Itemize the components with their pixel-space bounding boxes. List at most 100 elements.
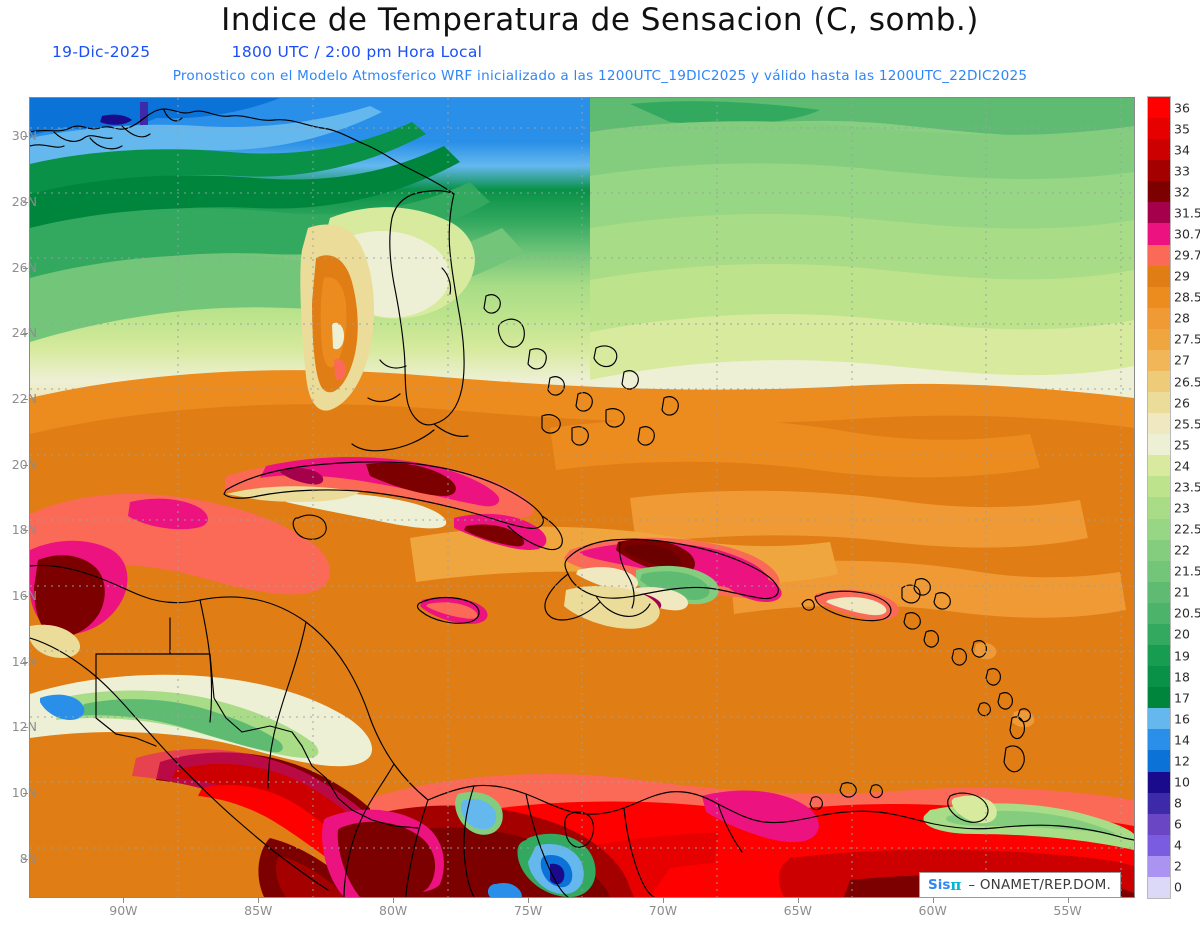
colorbar-tick-label: 24 — [1174, 458, 1190, 474]
colorbar-swatch: 0 — [1148, 876, 1182, 898]
longitude-tick-label: 60W — [918, 903, 947, 918]
longitude-tick-mark — [528, 898, 530, 903]
colorbar-swatch: 28.5 — [1148, 286, 1200, 308]
colorbar-swatch: 33 — [1148, 160, 1190, 182]
colorbar-tick-label: 14 — [1174, 732, 1190, 748]
pi-glyph-icon: π — [950, 876, 962, 894]
colorbar-swatch: 18 — [1148, 666, 1190, 688]
latitude-tick-label: 30N — [11, 128, 37, 144]
longitude-tick-mark — [258, 898, 260, 903]
longitude-tick-label: 70W — [648, 903, 678, 918]
colorbar-tick-label: 4 — [1174, 837, 1182, 853]
colorbar-tick-label: 32 — [1174, 184, 1190, 200]
colorbar-swatch: 28 — [1148, 307, 1190, 329]
colorbar-swatch: 20 — [1148, 623, 1190, 646]
colorbar-tick-label: 6 — [1174, 816, 1182, 832]
colorbar-swatch: 26 — [1148, 392, 1190, 414]
latitude-tick-label: 18N — [11, 522, 37, 538]
colorbar-swatch: 24 — [1148, 455, 1190, 477]
latitude-tick-mark — [23, 661, 28, 663]
longitude-tick-mark — [932, 898, 934, 903]
colorbar-swatch: 19 — [1148, 645, 1190, 667]
longitude-tick-label: 90W — [109, 903, 138, 918]
latitude-tick-mark — [23, 858, 28, 860]
page-title: Indice de Temperatura de Sensacion (C, s… — [221, 2, 979, 38]
colorbar-tick-label: 20 — [1174, 626, 1190, 642]
colorbar: 36 35 34 33 32 31.5 30.7 29.7 29 28.5 28 27.5 27 26.5… — [1148, 97, 1200, 898]
colorbar-swatch: 23.5 — [1148, 476, 1200, 498]
colorbar-tick-label: 21 — [1174, 584, 1190, 600]
colorbar-tick-label: 30.7 — [1174, 226, 1200, 242]
longitude-tick-mark — [393, 898, 395, 903]
colorbar-swatch: 4 — [1148, 834, 1182, 856]
longitude-tick-label: 65W — [783, 903, 812, 918]
colorbar-tick-label: 2 — [1174, 858, 1182, 874]
longitude-tick-mark — [123, 898, 125, 903]
longitude-tick-label: 55W — [1053, 903, 1082, 918]
forecast-utc-time: 1800 UTC / 2:00 pm Hora Local — [231, 43, 483, 61]
colorbar-swatch: 26.5 — [1148, 371, 1200, 393]
longitude-tick-mark — [797, 898, 799, 903]
watermark-badge: Sis π – ONAMET/REP.DOM. — [919, 872, 1121, 898]
colorbar-tick-label: 20.5 — [1174, 605, 1200, 621]
colorbar-tick-label: 19 — [1174, 648, 1190, 664]
latitude-tick-mark — [23, 595, 28, 597]
colorbar-tick-label: 29 — [1174, 268, 1190, 284]
colorbar-tick-label: 0 — [1174, 879, 1182, 895]
latitude-tick-mark — [23, 792, 28, 794]
colorbar-tick-label: 12 — [1174, 753, 1190, 769]
colorbar-swatch: 25.5 — [1148, 413, 1200, 435]
latitude-tick-mark — [23, 267, 28, 269]
latitude-tick-mark — [23, 202, 28, 204]
colorbar-swatch: 29 — [1148, 265, 1190, 287]
colorbar-swatch: 6 — [1148, 813, 1182, 835]
colorbar-swatch: 36 — [1148, 97, 1190, 119]
forecast-time-line: 19-Dic-2025 1800 UTC / 2:00 pm Hora Loca… — [52, 43, 1112, 61]
colorbar-tick-label: 25 — [1174, 437, 1190, 453]
colorbar-tick-label: 8 — [1174, 795, 1182, 811]
colorbar-tick-label: 23.5 — [1174, 479, 1200, 495]
colorbar-swatch: 35 — [1148, 118, 1190, 140]
latitude-tick-label: 8N — [19, 850, 37, 866]
latitude-tick-label: 28N — [11, 194, 37, 210]
colorbar-tick-label: 18 — [1174, 669, 1190, 685]
colorbar-swatch: 31.5 — [1148, 202, 1200, 224]
colorbar-tick-label: 27 — [1174, 352, 1190, 368]
longitude-tick-label: 85W — [244, 903, 273, 918]
colorbar-swatch: 23 — [1148, 497, 1190, 519]
colorbar-tick-label: 23 — [1174, 500, 1190, 516]
colorbar-tick-label: 21.5 — [1174, 563, 1200, 579]
colorbar-swatch: 32 — [1148, 181, 1190, 203]
latitude-tick-label: 26N — [11, 259, 37, 275]
colorbar-swatch: 27.5 — [1148, 328, 1200, 350]
map-canvas[interactable] — [29, 97, 1135, 898]
colorbar-tick-label: 10 — [1174, 774, 1190, 790]
colorbar-swatch: 34 — [1148, 139, 1190, 161]
colorbar-swatch: 21 — [1148, 581, 1190, 603]
colorbar-swatch: 29.7 — [1148, 244, 1200, 266]
longitude-tick-mark — [662, 898, 664, 903]
longitude-tick-label: 80W — [379, 903, 408, 918]
longitude-tick-mark — [1067, 898, 1069, 903]
latitude-tick-label: 20N — [11, 456, 37, 472]
latitude-tick-label: 24N — [11, 325, 37, 341]
latitude-tick-label: 14N — [11, 653, 37, 669]
colorbar-tick-label: 27.5 — [1174, 331, 1200, 347]
latitude-tick-mark — [23, 399, 28, 401]
colorbar-swatch: 17 — [1148, 687, 1190, 709]
latitude-tick-mark — [23, 727, 28, 729]
colorbar-swatch: 25 — [1148, 434, 1190, 456]
colorbar-swatch: 22 — [1148, 539, 1190, 561]
colorbar-tick-label: 22 — [1174, 542, 1190, 558]
colorbar-tick-label: 33 — [1174, 163, 1190, 179]
colorbar-tick-label: 28.5 — [1174, 289, 1200, 305]
forecast-date: 19-Dic-2025 — [52, 43, 151, 61]
colorbar-swatch: 20.5 — [1148, 602, 1200, 624]
colorbar-tick-label: 29.7 — [1174, 247, 1200, 263]
latitude-tick-mark — [23, 333, 28, 335]
latitude-tick-mark — [23, 530, 28, 532]
colorbar-tick-label: 34 — [1174, 142, 1190, 158]
colorbar-tick-label: 36 — [1174, 100, 1190, 116]
colorbar-tick-label: 31.5 — [1174, 205, 1200, 221]
colorbar-swatch: 21.5 — [1148, 560, 1200, 582]
